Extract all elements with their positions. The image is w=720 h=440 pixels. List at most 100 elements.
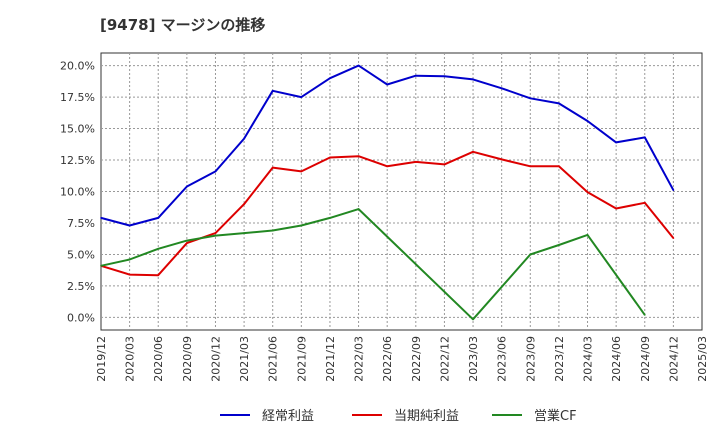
legend-item: 経常利益 (220, 409, 314, 424)
data-point (644, 202, 646, 204)
data-point (672, 189, 675, 191)
data-point (357, 208, 360, 210)
data-point (357, 155, 360, 157)
data-point (271, 166, 274, 169)
data-point (300, 224, 303, 227)
data-point (100, 265, 102, 267)
x-tick-label: 2021/09 (295, 336, 308, 382)
data-point (271, 229, 274, 232)
data-point (157, 217, 159, 219)
data-point (157, 274, 159, 277)
x-tick-label: 2020/03 (124, 336, 137, 382)
y-tick-label: 2.5% (67, 280, 95, 293)
x-tick-label: 2021/06 (267, 336, 280, 382)
x-tick-label: 2022/03 (353, 336, 366, 382)
x-tick-label: 2020/12 (209, 336, 222, 382)
x-tick-label: 2019/12 (95, 336, 108, 382)
data-point (472, 78, 474, 81)
data-point (357, 64, 360, 67)
x-tick-label: 2021/12 (324, 336, 337, 382)
legend-item: 営業CF (492, 408, 577, 424)
data-point (586, 191, 589, 193)
y-tick-label: 0.0% (67, 311, 95, 324)
y-tick-label: 12.5% (60, 154, 95, 167)
data-point (243, 137, 245, 140)
data-point (615, 207, 617, 210)
data-point (100, 217, 102, 219)
data-point (329, 217, 331, 219)
legend-label: 営業CF (534, 408, 577, 424)
data-point (271, 90, 274, 92)
y-tick-label: 7.5% (67, 217, 95, 230)
data-point (529, 165, 532, 168)
data-point (329, 156, 331, 159)
legend-label: 当期純利益 (394, 409, 459, 424)
data-point (243, 232, 245, 234)
data-point (586, 120, 589, 122)
data-point (443, 163, 446, 166)
data-point (472, 151, 474, 153)
x-tick-label: 2020/06 (152, 336, 165, 382)
data-point (329, 77, 331, 79)
y-tick-label: 17.5% (60, 91, 95, 104)
chart-title: [9478] マージンの推移 (100, 16, 265, 34)
series-lines (100, 64, 675, 321)
data-point (644, 314, 646, 316)
x-tick-label: 2024/03 (582, 336, 595, 382)
data-point (128, 258, 131, 261)
data-point (186, 185, 188, 188)
x-tick-label: 2024/12 (667, 336, 680, 382)
data-point (558, 102, 560, 105)
data-point (157, 248, 159, 250)
legend: 経常利益 当期純利益 営業CF (220, 408, 577, 424)
data-point (529, 253, 532, 256)
data-point (214, 234, 217, 237)
x-tick-label: 2021/03 (238, 336, 251, 382)
y-tick-label: 15.0% (60, 123, 95, 136)
data-point (128, 224, 131, 227)
data-point (186, 239, 188, 242)
data-point (558, 165, 560, 168)
x-tick-label: 2022/09 (410, 336, 423, 382)
data-point (128, 273, 131, 276)
data-point (415, 161, 417, 163)
x-tick-label: 2023/09 (524, 336, 537, 382)
data-point (558, 244, 560, 246)
grid-lines (101, 53, 702, 330)
data-point (472, 318, 474, 321)
x-tick-label: 2022/06 (381, 336, 394, 382)
data-point (386, 83, 389, 86)
x-tick-label: 2023/03 (467, 336, 480, 382)
data-point (300, 96, 303, 98)
legend-label: 経常利益 (262, 409, 314, 424)
x-tick-label: 2024/09 (639, 336, 652, 382)
data-point (672, 237, 675, 239)
data-point (186, 242, 188, 244)
x-tick-label: 2025/03 (696, 336, 709, 382)
x-axis-ticks: 2019/12 2020/03 2020/06 2020/09 2020/12 2021/… (95, 336, 709, 382)
x-tick-label: 2024/06 (610, 336, 623, 382)
x-tick-label: 2022/12 (438, 336, 451, 382)
data-point (644, 136, 646, 139)
data-point (529, 97, 532, 100)
data-point (586, 234, 589, 236)
data-point (243, 203, 245, 205)
x-tick-label: 2023/06 (496, 336, 509, 382)
series-2 (100, 208, 646, 321)
y-tick-label: 20.0% (60, 60, 95, 73)
y-tick-label: 10.0% (60, 186, 95, 199)
data-point (214, 232, 217, 234)
x-tick-label: 2023/12 (553, 336, 566, 382)
data-point (415, 74, 417, 77)
data-point (615, 141, 617, 144)
data-point (300, 170, 303, 173)
data-point (386, 165, 389, 168)
legend-item: 当期純利益 (352, 409, 459, 424)
series-0 (100, 64, 675, 227)
data-point (500, 87, 503, 90)
data-point (443, 75, 446, 78)
data-point (214, 170, 217, 173)
data-point (500, 158, 503, 161)
y-axis-ticks: 0.0% 2.5% 5.0% 7.5% 10.0% 12.5% 15.0% 17.5% 20.0… (60, 60, 95, 325)
